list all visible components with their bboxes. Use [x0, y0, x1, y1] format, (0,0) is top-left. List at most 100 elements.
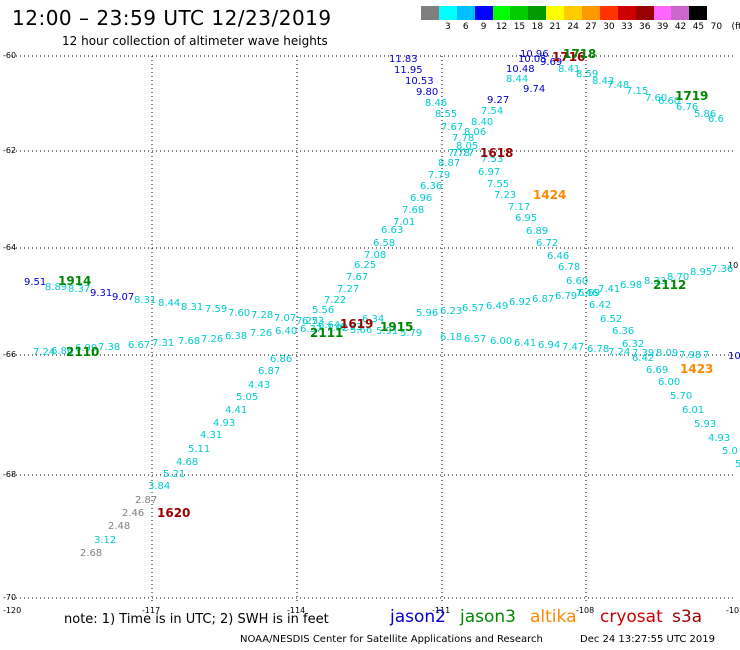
lat-label: -64	[3, 243, 16, 252]
pass-time-label: 2110	[66, 345, 99, 359]
lat-label: -68	[3, 470, 16, 479]
satellite-name-jason2: jason2	[390, 607, 446, 627]
lon-label: -111	[432, 606, 450, 615]
legend-swatch	[599, 6, 618, 20]
wave-height-value: 7.26	[250, 328, 272, 339]
wave-height-value: 6.79	[555, 291, 577, 302]
wave-height-value: 7.59	[205, 304, 227, 315]
wave-height-value: 6.42	[632, 353, 654, 364]
wave-height-value: 5	[735, 459, 740, 470]
wave-height-value: 11.83	[389, 54, 418, 65]
wave-height-value: 6.86	[270, 354, 292, 365]
wave-height-value: 6.96	[410, 193, 432, 204]
legend-tick-label: 3	[444, 22, 451, 32]
wave-height-value: 6.89	[526, 226, 548, 237]
wave-height-value: 6.94	[538, 340, 560, 351]
legend-tick-label: 15	[513, 22, 526, 32]
wave-height-value: 6.58	[373, 238, 395, 249]
legend-swatch	[438, 6, 457, 20]
wave-height-value: 8.59	[576, 69, 598, 80]
wave-height-value: 2.87	[135, 495, 157, 506]
footer-note: note: 1) Time is in UTC; 2) SWH is in fe…	[64, 612, 329, 627]
wave-height-value: 8.70	[667, 272, 689, 283]
wave-height-value: 7.48	[607, 80, 629, 91]
wave-height-value: 6.53	[340, 322, 362, 333]
wave-height-value: 8.37	[68, 284, 90, 295]
wave-height-value: 7.02	[326, 323, 348, 334]
wave-height-value: 6.01	[682, 405, 704, 416]
wave-height-value: 6.60	[658, 96, 680, 107]
wave-height-value: 7.31	[152, 338, 174, 349]
wave-height-value: 6.46	[547, 251, 569, 262]
wave-height-value: 9.51	[24, 277, 46, 288]
wave-height-value: 7.36	[711, 264, 733, 275]
wave-height-value: 7.38	[98, 342, 120, 353]
wave-height-value: 7.08	[364, 250, 386, 261]
wave-height-value: 7.27	[337, 284, 359, 295]
legend-tick-label: 30	[603, 22, 615, 32]
wave-height-value: 6.78	[558, 262, 580, 273]
wave-height-value: 7.17	[508, 202, 530, 213]
legend-swatch	[510, 6, 529, 20]
observation-layer: 11.8311.9510.539.808.468.557.677.788.057…	[24, 49, 740, 559]
legend-tick-label: 39	[656, 22, 669, 32]
wave-height-value: 8.95	[690, 267, 712, 278]
wave-height-value: 6.76	[676, 102, 698, 113]
pass-time-label: 2111	[310, 326, 343, 340]
legend-tick-label: 24	[567, 22, 579, 32]
lon-label: -117	[142, 606, 160, 615]
legend-tick-label: 9	[480, 22, 487, 32]
pass-time-label: 1716	[552, 50, 585, 64]
wave-height-value: 5.91	[376, 326, 398, 337]
wave-height-value: 6.73	[302, 316, 324, 327]
wave-height-value: 6.32	[622, 339, 644, 350]
wave-height-value: 8.06	[464, 127, 486, 138]
wave-height-value: 8.40	[471, 117, 493, 128]
legend-tick-label: 6	[462, 22, 469, 32]
wave-height-value: 7.68	[402, 205, 424, 216]
pass-time-label: 1718	[563, 47, 596, 61]
legend-swatch	[617, 6, 636, 20]
graticule	[12, 55, 736, 602]
wave-height-value: 7.54	[481, 106, 503, 117]
wave-height-value: 8.87	[438, 158, 460, 169]
page-subtitle: 12 hour collection of altimeter wave hei…	[62, 34, 328, 48]
wave-height-value: 6.41	[514, 338, 536, 349]
wave-height-value: 11.95	[394, 65, 423, 76]
wave-height-value: 6.60	[566, 276, 588, 287]
wave-height-value: 7.68	[178, 336, 200, 347]
pass-time-label: 1719	[675, 89, 708, 103]
wave-height-value: 8.33	[644, 276, 666, 287]
wave-height-value: 7.26	[201, 334, 223, 345]
wave-height-value: 5.86	[694, 109, 716, 120]
wave-height-value: 7.24	[33, 347, 55, 358]
lon-label: -10	[726, 606, 739, 615]
wave-height-value: 6.92	[509, 297, 531, 308]
wave-height-value: 6.98	[620, 280, 642, 291]
pass-time-label: 1915	[380, 320, 413, 334]
wave-height-value: 6.40	[275, 326, 297, 337]
legend-swatch	[456, 6, 475, 20]
wave-height-value: 6.67	[128, 340, 150, 351]
wave-height-value: 4.68	[176, 457, 198, 468]
right-edge-label: 10	[728, 261, 738, 270]
lon-label: -108	[576, 606, 594, 615]
satellite-name-s3a: s3a	[672, 607, 703, 627]
wave-height-value: 8.44	[158, 298, 180, 309]
wave-height-value: 7.01	[393, 217, 415, 228]
wave-height-value: 5.79	[400, 328, 422, 339]
wave-height-value: 4.41	[225, 405, 247, 416]
wave-height-value: 5.21	[163, 469, 185, 480]
wave-height-value: 6.59	[578, 288, 600, 299]
pass-time-label: 1619	[340, 317, 373, 331]
wave-height-value: 6.18	[440, 332, 462, 343]
legend-swatch	[546, 6, 565, 20]
lat-label: -62	[3, 146, 16, 155]
wave-height-value: 6.37	[300, 324, 322, 335]
wave-height-value: 6.00	[490, 336, 512, 347]
pass-time-label: 2112	[653, 278, 686, 292]
wave-height-value: 7.55	[487, 179, 509, 190]
lat-label: -60	[3, 51, 16, 60]
legend-tick-label: 33	[621, 22, 633, 32]
